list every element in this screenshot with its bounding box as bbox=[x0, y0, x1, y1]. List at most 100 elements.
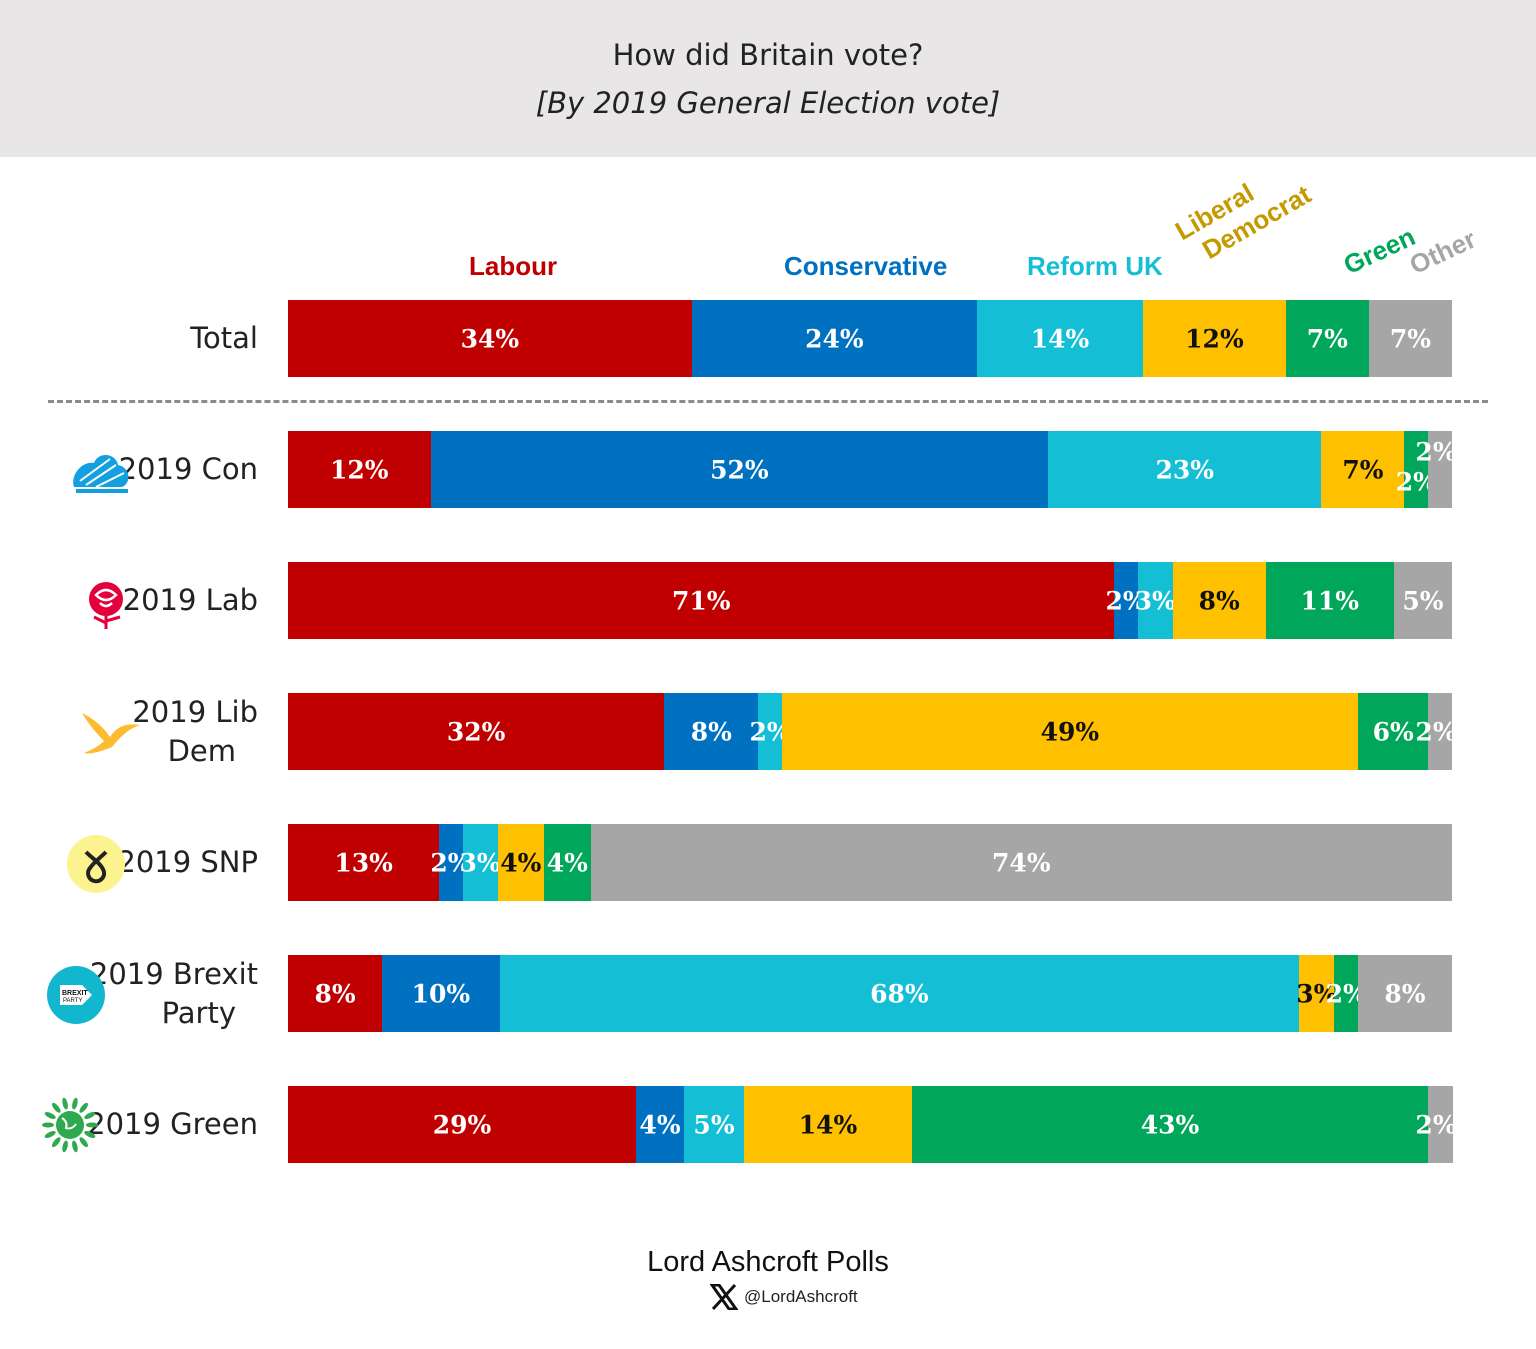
bar-segment-labour bbox=[288, 300, 693, 377]
bar-segment-liberal-democrat bbox=[497, 824, 545, 901]
x-logo-icon bbox=[710, 1284, 738, 1310]
bar-segment-reform-uk bbox=[462, 824, 498, 901]
bar-segment-liberal-democrat bbox=[1172, 562, 1267, 639]
bar-segment-labour bbox=[288, 562, 1115, 639]
bar-segment-labour bbox=[288, 1086, 637, 1163]
svg-text:PARTY: PARTY bbox=[63, 998, 82, 1004]
data-label: 13% bbox=[334, 848, 393, 877]
row-label-line: 2019 SNP bbox=[117, 845, 258, 879]
data-label: 49% bbox=[1040, 717, 1100, 746]
row-label: 2019 Green bbox=[87, 1105, 258, 1144]
handle-text: @LordAshcroft bbox=[744, 1287, 858, 1306]
bar-segment-green bbox=[544, 824, 592, 901]
row-label-line: 2019 Lab bbox=[122, 583, 258, 617]
row-label-line: Dem bbox=[167, 733, 236, 768]
data-label: 29% bbox=[432, 1110, 492, 1139]
legend-reform: Reform UK bbox=[1027, 251, 1163, 281]
data-label: 2% bbox=[1415, 437, 1457, 466]
data-label: 7% bbox=[1342, 455, 1384, 484]
data-label: 11% bbox=[1300, 586, 1360, 615]
bar-segment-green bbox=[1334, 955, 1359, 1032]
bar-segment-reform-uk bbox=[1137, 562, 1174, 639]
data-label: 8% bbox=[690, 717, 732, 746]
legend-libdem: Liberal Democrat bbox=[1170, 153, 1316, 272]
row-label-line: Party bbox=[161, 995, 236, 1030]
bar-segment-conservative bbox=[691, 300, 978, 377]
data-label: 10% bbox=[411, 979, 471, 1008]
bar-segment-conservative bbox=[430, 431, 1049, 508]
row-label: 2019 Lab bbox=[123, 581, 258, 620]
bar-segment-other bbox=[1368, 300, 1453, 377]
data-label: 5% bbox=[1402, 586, 1444, 615]
bar-segment-conservative bbox=[1114, 562, 1139, 639]
data-label: 43% bbox=[1140, 1110, 1200, 1139]
bar-segment-other bbox=[1428, 693, 1453, 770]
data-label: 3% bbox=[459, 848, 501, 877]
row-label-line: Total bbox=[190, 321, 258, 355]
snp-logo-icon bbox=[66, 834, 126, 899]
data-label: 34% bbox=[460, 324, 520, 353]
bar-segment-reform-uk bbox=[976, 300, 1144, 377]
row-label: 2019 Con bbox=[119, 450, 258, 489]
bar-segment-conservative bbox=[636, 1086, 685, 1163]
data-label: 3% bbox=[1134, 586, 1176, 615]
data-label: 52% bbox=[710, 455, 769, 484]
data-label: 8% bbox=[1384, 979, 1426, 1008]
svg-text:BREXIT: BREXIT bbox=[62, 990, 88, 997]
data-label: 6% bbox=[1372, 717, 1414, 746]
data-label: 68% bbox=[870, 979, 929, 1008]
libdem-bird-icon bbox=[80, 707, 142, 764]
green-party-logo-icon bbox=[38, 1096, 102, 1159]
data-label: 7% bbox=[1306, 324, 1348, 353]
data-label: 71% bbox=[671, 586, 731, 615]
bar-segment-green bbox=[1404, 431, 1429, 508]
bar-segment-green bbox=[1265, 562, 1395, 639]
bar-segment-other bbox=[1357, 955, 1453, 1032]
data-label: 23% bbox=[1155, 455, 1215, 484]
row-label-line: 2019 Green bbox=[87, 1107, 258, 1141]
labour-rose-icon bbox=[78, 577, 134, 636]
data-label: 2% bbox=[1415, 717, 1457, 746]
data-label: 14% bbox=[1030, 324, 1090, 353]
conservative-tree-icon bbox=[70, 447, 132, 502]
data-label: 12% bbox=[329, 455, 389, 484]
bar-segment-labour bbox=[288, 955, 383, 1032]
chart-subtitle: [By 2019 General Election vote] bbox=[535, 86, 1001, 120]
row-label: 2019 Lib Dem bbox=[132, 693, 258, 771]
bar-segment-labour bbox=[288, 431, 432, 508]
data-label: 2% bbox=[1415, 1110, 1457, 1139]
data-label: 32% bbox=[446, 717, 506, 746]
data-label: 5% bbox=[693, 1110, 735, 1139]
data-label: 74% bbox=[992, 848, 1051, 877]
bar-segment-other bbox=[1428, 1086, 1453, 1163]
total-divider bbox=[48, 400, 1488, 403]
data-label: 14% bbox=[798, 1110, 858, 1139]
bar-segment-green bbox=[912, 1086, 1429, 1163]
bar-segment-reform-uk bbox=[499, 955, 1300, 1032]
row-label-line: 2019 Lib bbox=[132, 694, 258, 729]
bar-segment-liberal-democrat bbox=[1143, 300, 1287, 377]
bar-segment-conservative bbox=[382, 955, 501, 1032]
brexit-party-logo-icon: BREXIT PARTY bbox=[46, 965, 106, 1030]
data-label: 3% bbox=[1296, 979, 1338, 1008]
bar-segment-reform-uk bbox=[684, 1086, 745, 1163]
bar-segment-other bbox=[1428, 431, 1453, 508]
bar-segment-liberal-democrat bbox=[1299, 955, 1335, 1032]
row-label: 2019 SNP bbox=[117, 843, 258, 882]
row-label: Total bbox=[190, 319, 258, 358]
data-label: 12% bbox=[1185, 324, 1244, 353]
source-label: Lord Ashcroft Polls bbox=[647, 1246, 889, 1278]
data-label: 8% bbox=[1198, 586, 1240, 615]
data-label: 8% bbox=[314, 979, 356, 1008]
chart-title: How did Britain vote? bbox=[612, 38, 924, 72]
data-label: 7% bbox=[1389, 324, 1431, 353]
bar-segment-green bbox=[1285, 300, 1370, 377]
data-label: 24% bbox=[805, 324, 864, 353]
social-handle: @LordAshcroft bbox=[710, 1284, 858, 1310]
bar-segment-conservative bbox=[664, 693, 759, 770]
bar-segment-other bbox=[590, 824, 1453, 901]
bar-segment-reform-uk bbox=[1048, 431, 1322, 508]
legend-other: Other bbox=[1404, 223, 1481, 281]
bar-segment-liberal-democrat bbox=[1321, 431, 1405, 508]
legend-labour: Labour bbox=[469, 251, 558, 281]
